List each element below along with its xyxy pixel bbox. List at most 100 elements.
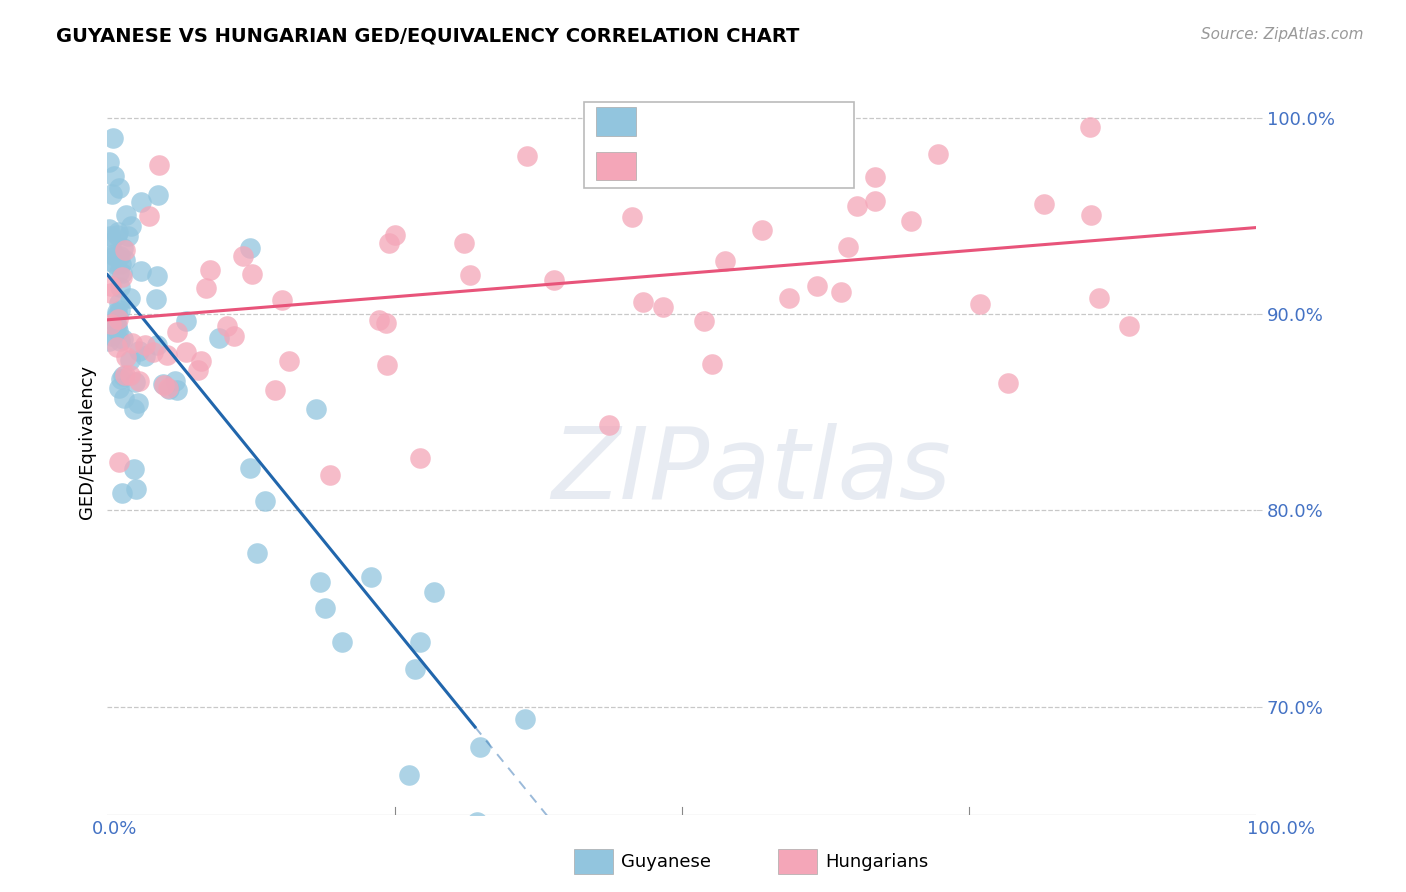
Point	[314, 601, 336, 615]
Point	[633, 295, 655, 310]
Point	[122, 401, 145, 416]
Point	[458, 268, 481, 283]
Point	[513, 713, 536, 727]
Point	[105, 318, 128, 332]
Point	[651, 300, 673, 314]
Point	[404, 662, 426, 676]
Point	[111, 269, 134, 284]
Point	[830, 285, 852, 299]
Point	[157, 382, 180, 396]
Point	[239, 460, 262, 475]
Point	[1118, 319, 1140, 334]
Text: N = 79: N = 79	[762, 112, 828, 129]
Point	[152, 377, 174, 392]
Point	[110, 372, 132, 386]
Point	[108, 180, 131, 194]
Point	[107, 312, 129, 326]
Point	[146, 187, 169, 202]
Point	[208, 331, 231, 345]
Text: GUYANESE VS HUNGARIAN GED/EQUIVALENCY CORRELATION CHART: GUYANESE VS HUNGARIAN GED/EQUIVALENCY CO…	[56, 27, 800, 45]
Point	[97, 254, 120, 268]
Point	[543, 273, 565, 287]
Point	[187, 363, 209, 377]
Point	[103, 169, 125, 184]
Point	[107, 324, 129, 338]
Point	[702, 357, 724, 371]
Point	[308, 574, 330, 589]
Point	[152, 376, 174, 391]
Point	[239, 241, 262, 255]
FancyBboxPatch shape	[596, 107, 636, 136]
Point	[319, 468, 342, 483]
Point	[98, 229, 121, 244]
Point	[101, 131, 124, 145]
Point	[100, 278, 122, 293]
Point	[128, 344, 150, 359]
Point	[516, 148, 538, 162]
Point	[900, 213, 922, 227]
Y-axis label: GED/Equivalency: GED/Equivalency	[79, 365, 96, 518]
Point	[598, 417, 620, 432]
Point	[846, 199, 869, 213]
Point	[110, 334, 132, 348]
Point	[120, 291, 142, 305]
Point	[692, 313, 714, 327]
Point	[253, 494, 276, 508]
Point	[97, 155, 120, 169]
Point	[122, 462, 145, 476]
Text: R =  0.234: R = 0.234	[647, 156, 752, 175]
Point	[145, 292, 167, 306]
Point	[120, 368, 142, 383]
Point	[156, 347, 179, 361]
Point	[142, 345, 165, 359]
Point	[103, 247, 125, 261]
Point	[108, 280, 131, 294]
Point	[377, 235, 399, 250]
Point	[375, 316, 398, 330]
Point	[111, 266, 134, 280]
Point	[107, 225, 129, 239]
Point	[117, 228, 139, 243]
Point	[112, 392, 135, 406]
Point	[112, 241, 135, 255]
Point	[217, 318, 239, 333]
FancyBboxPatch shape	[596, 152, 636, 180]
Point	[108, 249, 131, 263]
Point	[509, 837, 531, 851]
Point	[517, 837, 540, 851]
Point	[714, 253, 737, 268]
Text: ZIPatlas: ZIPatlas	[551, 423, 950, 520]
Point	[232, 249, 254, 263]
Point	[195, 281, 218, 295]
Point	[105, 319, 128, 334]
Point	[114, 253, 136, 268]
Point	[148, 158, 170, 172]
Point	[111, 332, 134, 346]
Point	[240, 268, 263, 282]
Point	[1033, 196, 1056, 211]
Point	[108, 303, 131, 318]
Text: 0.0%: 0.0%	[91, 820, 136, 838]
Point	[100, 236, 122, 251]
Point	[104, 257, 127, 271]
Point	[270, 293, 292, 307]
Point	[129, 264, 152, 278]
Point	[778, 291, 800, 305]
Point	[927, 146, 949, 161]
Point	[105, 340, 128, 354]
Text: Source: ZipAtlas.com: Source: ZipAtlas.com	[1201, 27, 1364, 42]
Point	[118, 353, 141, 368]
Point	[863, 169, 886, 184]
Point	[134, 338, 156, 352]
Point	[174, 344, 197, 359]
Point	[190, 354, 212, 368]
Point	[110, 256, 132, 270]
Point	[263, 383, 285, 397]
Point	[330, 635, 353, 649]
Point	[278, 354, 301, 368]
Point	[375, 359, 398, 373]
Point	[114, 243, 136, 257]
Point	[121, 335, 143, 350]
Point	[305, 402, 328, 417]
Point	[138, 209, 160, 223]
